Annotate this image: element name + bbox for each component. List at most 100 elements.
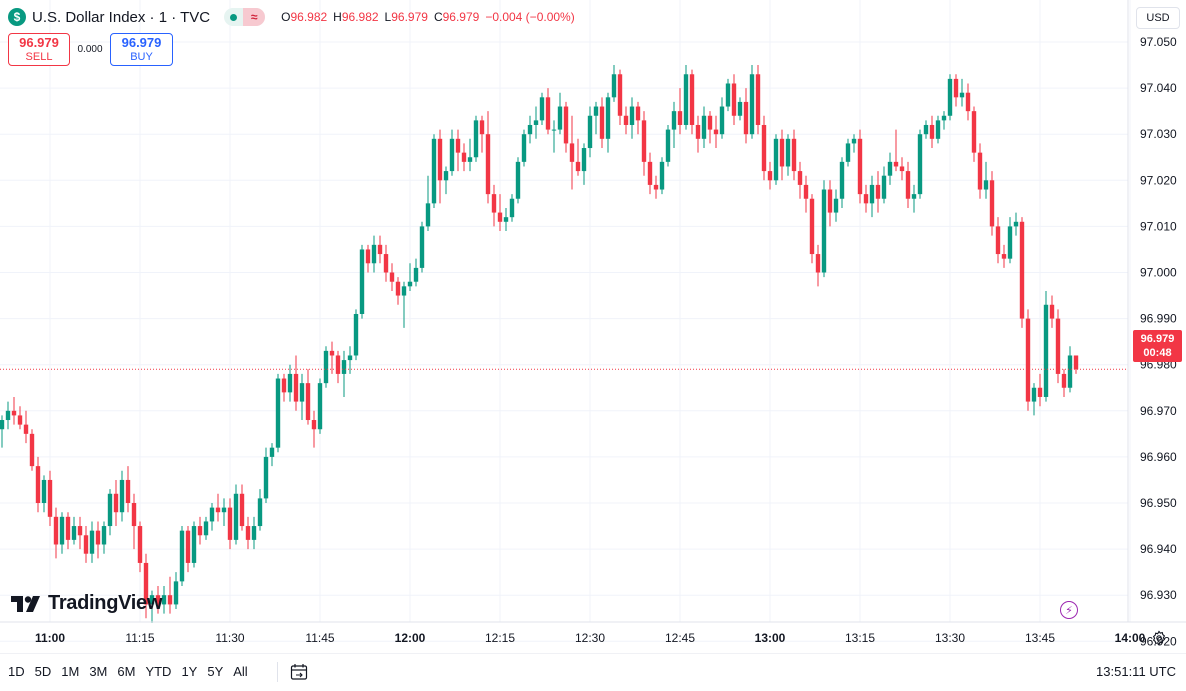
candle [119, 470, 125, 522]
candle-body [275, 378, 281, 448]
x-tick-label: 11:00 [35, 631, 65, 645]
range-1y[interactable]: 1Y [181, 664, 198, 679]
candle-body [317, 383, 323, 430]
candle-body [287, 373, 293, 393]
flash-icon[interactable]: ⚡ [1060, 601, 1078, 619]
candle [809, 194, 815, 264]
candle-body [521, 134, 527, 162]
close-label: C [433, 10, 443, 24]
candle-body [29, 433, 35, 467]
candle-body [191, 526, 197, 563]
candle-body [119, 479, 125, 513]
candle-body [35, 466, 41, 503]
buy-button[interactable]: 96.979 BUY [110, 33, 173, 66]
candle [785, 134, 791, 176]
sell-button[interactable]: 96.979 SELL [8, 33, 70, 66]
candle [1049, 295, 1055, 328]
candle-body [947, 78, 953, 116]
candle [851, 134, 857, 153]
range-5d[interactable]: 5D [34, 664, 52, 679]
time-axis[interactable]: 11:00 11:15 11:30 11:45 12:00 12:15 12:30 12:45… [0, 621, 1186, 654]
candle [635, 101, 641, 135]
candle-body [743, 101, 749, 135]
price-axis[interactable]: 96.920 96.930 96.940 96.950 96.960 96.970 96.9… [1127, 0, 1177, 648]
candle [995, 217, 1001, 264]
candle [581, 143, 587, 185]
candle [95, 521, 101, 559]
candle-body [89, 530, 95, 554]
candle-body [959, 92, 965, 98]
candle-body [755, 74, 761, 125]
candle [371, 235, 377, 273]
open-label: O [281, 10, 291, 24]
candle [1037, 373, 1043, 407]
range-all[interactable]: All [233, 664, 248, 679]
candle [197, 516, 203, 545]
candle [1067, 346, 1073, 393]
candle-body [869, 184, 875, 204]
symbol-title[interactable]: U.S. Dollar Index · 1 · TVC [32, 8, 211, 26]
currency-select[interactable]: USD [1136, 7, 1180, 29]
candle-body [179, 530, 185, 582]
tradingview-logo[interactable]: TradingView [11, 592, 162, 615]
candle [467, 138, 473, 172]
candle-body [659, 161, 665, 190]
range-ytd[interactable]: YTD [145, 664, 172, 679]
candle-body [761, 124, 767, 172]
gear-icon[interactable] [1151, 630, 1167, 646]
candle-body [407, 281, 413, 287]
bottom-toolbar: 1D 5D 1M 3M 6M YTD 1Y 5Y All 13:51:11 UT… [0, 654, 1186, 691]
candle [17, 406, 23, 430]
candle-body [467, 157, 473, 162]
price-chart[interactable]: 96.920 96.930 96.940 96.950 96.960 96.970 96.9… [0, 0, 1186, 654]
x-tick-label: 12:45 [665, 631, 695, 645]
candle [707, 111, 713, 144]
candle-body [725, 83, 731, 107]
candle [875, 171, 881, 213]
calendar-goto-icon[interactable] [290, 663, 308, 681]
candle [1001, 244, 1007, 268]
candle-body [251, 526, 257, 540]
candle-body [935, 120, 941, 139]
low-value: 96.979 [391, 10, 428, 24]
candle-body [491, 194, 497, 213]
candle-body [545, 97, 551, 130]
candle-body [875, 184, 881, 199]
candle-body [563, 106, 569, 144]
candle-body [59, 516, 65, 545]
candle-body [197, 526, 203, 536]
candle [731, 74, 737, 125]
candle [233, 484, 239, 545]
candle-body [107, 493, 113, 527]
range-6m[interactable]: 6M [117, 664, 136, 679]
candle-body [701, 115, 707, 139]
candle [791, 129, 797, 181]
candle [905, 161, 911, 208]
candle [719, 97, 725, 139]
buy-label: BUY [130, 50, 153, 63]
sell-label: SELL [25, 50, 53, 63]
candle-body [437, 138, 443, 181]
candle-body [155, 595, 161, 605]
candle [1007, 217, 1013, 264]
range-5y[interactable]: 5Y [207, 664, 224, 679]
tradingview-mark-icon [11, 595, 40, 612]
candle-body [929, 124, 935, 139]
range-1d[interactable]: 1D [8, 664, 25, 679]
candle [245, 516, 251, 550]
candle [23, 410, 29, 444]
range-3m[interactable]: 3M [89, 664, 108, 679]
utc-clock[interactable]: 13:51:11 UTC [1096, 664, 1176, 679]
candle [305, 369, 311, 425]
dollar-symbol-icon[interactable]: $ [8, 8, 26, 26]
candle [935, 115, 941, 144]
market-status-pill[interactable]: ≈ [224, 8, 266, 26]
candle [539, 92, 545, 125]
candle [401, 281, 407, 328]
candle [599, 97, 605, 149]
y-tick-label: 97.050 [1140, 35, 1177, 49]
candle-body [1001, 254, 1007, 259]
range-1m[interactable]: 1M [61, 664, 80, 679]
candle-body [203, 521, 209, 536]
candle-body [533, 120, 539, 125]
